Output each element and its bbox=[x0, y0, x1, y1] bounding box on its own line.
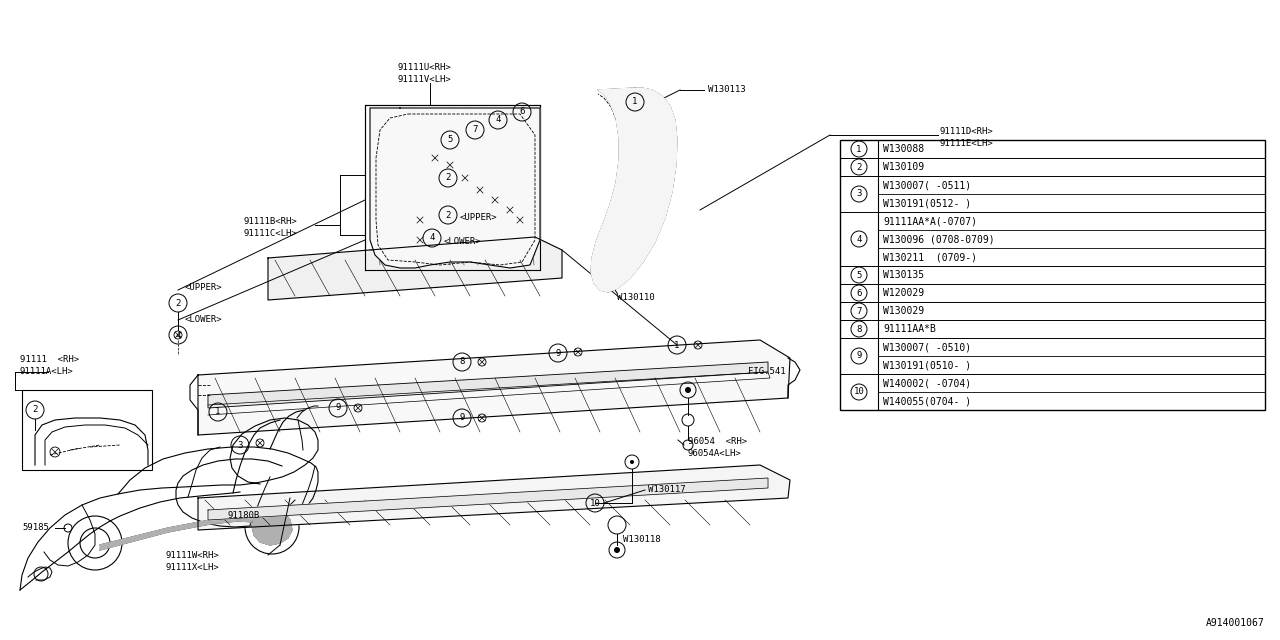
Text: 9: 9 bbox=[335, 403, 340, 413]
Text: 9: 9 bbox=[556, 349, 561, 358]
Text: 96054A<LH>: 96054A<LH> bbox=[689, 449, 741, 458]
Text: 4: 4 bbox=[429, 234, 435, 243]
Polygon shape bbox=[252, 510, 292, 545]
Text: W130117: W130117 bbox=[648, 486, 686, 495]
Text: W130096 (0708-0709): W130096 (0708-0709) bbox=[883, 234, 995, 244]
Text: W130029: W130029 bbox=[883, 306, 924, 316]
Text: 10: 10 bbox=[590, 499, 600, 508]
Text: W140055(0704- ): W140055(0704- ) bbox=[883, 396, 972, 406]
Polygon shape bbox=[268, 237, 562, 300]
Text: 2: 2 bbox=[856, 163, 861, 172]
Text: W130088: W130088 bbox=[883, 144, 924, 154]
Text: 91111A<LH>: 91111A<LH> bbox=[20, 367, 74, 376]
Polygon shape bbox=[370, 108, 540, 268]
Bar bbox=[22, 390, 152, 470]
Text: 91180B: 91180B bbox=[228, 511, 260, 520]
Polygon shape bbox=[591, 88, 677, 292]
Text: W130007( -0511): W130007( -0511) bbox=[883, 180, 972, 190]
Text: 91111B<RH>: 91111B<RH> bbox=[243, 218, 297, 227]
Text: <LOWER>: <LOWER> bbox=[444, 237, 481, 246]
Text: 2: 2 bbox=[175, 298, 180, 307]
Text: 59185: 59185 bbox=[22, 524, 49, 532]
Text: W130118: W130118 bbox=[623, 536, 660, 545]
Text: W130211  (0709-): W130211 (0709-) bbox=[883, 252, 977, 262]
Text: 4: 4 bbox=[856, 234, 861, 243]
Text: 2: 2 bbox=[445, 173, 451, 182]
Circle shape bbox=[630, 460, 634, 464]
Text: FIG.541: FIG.541 bbox=[748, 367, 786, 376]
Bar bbox=[840, 140, 1265, 410]
Text: <UPPER>: <UPPER> bbox=[460, 214, 498, 223]
Text: 91111C<LH>: 91111C<LH> bbox=[243, 230, 297, 239]
Text: 7: 7 bbox=[856, 307, 861, 316]
Text: W130191(0512- ): W130191(0512- ) bbox=[883, 198, 972, 208]
Text: 91111AA*B: 91111AA*B bbox=[883, 324, 936, 334]
Text: 91111  <RH>: 91111 <RH> bbox=[20, 355, 79, 365]
Text: 91111U<RH>: 91111U<RH> bbox=[398, 63, 452, 72]
Text: 96054  <RH>: 96054 <RH> bbox=[689, 438, 748, 447]
Polygon shape bbox=[198, 465, 790, 530]
Text: 91111W<RH>: 91111W<RH> bbox=[165, 550, 219, 559]
Text: 9: 9 bbox=[856, 351, 861, 360]
Text: 5: 5 bbox=[856, 271, 861, 280]
Text: 1: 1 bbox=[856, 145, 861, 154]
Text: 6: 6 bbox=[856, 289, 861, 298]
Text: 91111E<LH>: 91111E<LH> bbox=[940, 140, 993, 148]
Text: 5: 5 bbox=[447, 136, 453, 145]
Text: <UPPER>: <UPPER> bbox=[186, 284, 223, 292]
Polygon shape bbox=[198, 340, 790, 435]
Text: 91111D<RH>: 91111D<RH> bbox=[940, 127, 993, 136]
Text: 10: 10 bbox=[854, 387, 864, 397]
Text: W130007( -0510): W130007( -0510) bbox=[883, 342, 972, 352]
Text: 91111V<LH>: 91111V<LH> bbox=[398, 76, 452, 84]
Circle shape bbox=[685, 387, 691, 393]
Bar bbox=[365, 105, 540, 270]
Circle shape bbox=[614, 547, 620, 553]
Text: 9: 9 bbox=[460, 413, 465, 422]
Text: 1: 1 bbox=[632, 97, 637, 106]
Text: W130191(0510- ): W130191(0510- ) bbox=[883, 360, 972, 370]
Text: 8: 8 bbox=[460, 358, 465, 367]
Text: W130110: W130110 bbox=[617, 294, 654, 303]
Text: 1: 1 bbox=[215, 408, 220, 417]
Text: 8: 8 bbox=[856, 324, 861, 333]
Text: A914001067: A914001067 bbox=[1206, 618, 1265, 628]
Text: W140002( -0704): W140002( -0704) bbox=[883, 378, 972, 388]
Polygon shape bbox=[100, 514, 283, 550]
Text: W130113: W130113 bbox=[708, 86, 746, 95]
Text: 1: 1 bbox=[675, 340, 680, 349]
Text: W130109: W130109 bbox=[883, 162, 924, 172]
Text: 4: 4 bbox=[175, 330, 180, 339]
Text: 2: 2 bbox=[32, 406, 37, 415]
Polygon shape bbox=[207, 478, 768, 520]
Polygon shape bbox=[207, 362, 768, 408]
Text: 91111AA*A(-0707): 91111AA*A(-0707) bbox=[883, 216, 977, 226]
Text: <LOWER>: <LOWER> bbox=[186, 316, 223, 324]
Text: 91111X<LH>: 91111X<LH> bbox=[165, 563, 219, 572]
Text: 3: 3 bbox=[237, 440, 243, 449]
Text: 4: 4 bbox=[495, 115, 500, 125]
Text: 3: 3 bbox=[856, 189, 861, 198]
Text: 2: 2 bbox=[445, 211, 451, 220]
Text: 7: 7 bbox=[472, 125, 477, 134]
Text: W130135: W130135 bbox=[883, 270, 924, 280]
Text: 6: 6 bbox=[520, 108, 525, 116]
Text: W120029: W120029 bbox=[883, 288, 924, 298]
